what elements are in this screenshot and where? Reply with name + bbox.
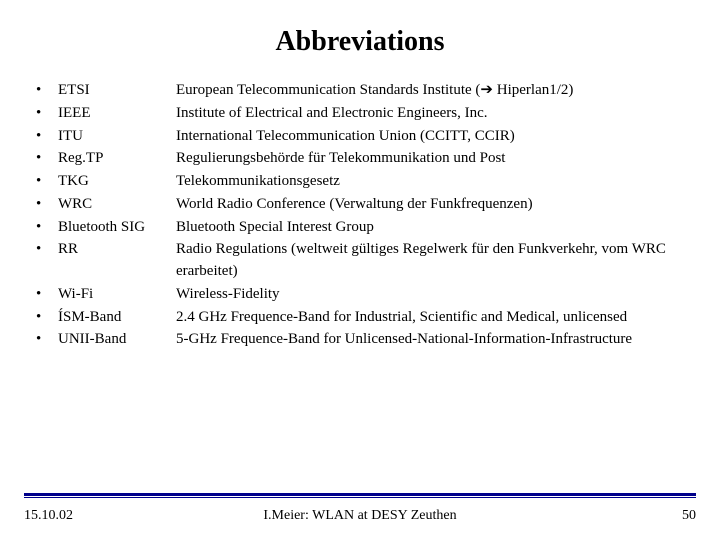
- slide: Abbreviations •ETSIEuropean Telecommunic…: [0, 0, 720, 540]
- list-item: •WRCWorld Radio Conference (Verwaltung d…: [36, 194, 696, 216]
- abbrev-term: Reg.TP: [58, 148, 176, 170]
- abbrev-definition: European Telecommunication Standards Ins…: [176, 80, 696, 102]
- abbrev-definition: International Telecommunication Union (C…: [176, 126, 696, 148]
- footer: 15.10.02 I.Meier: WLAN at DESY Zeuthen 5…: [24, 508, 696, 524]
- abbrev-definition: Institute of Electrical and Electronic E…: [176, 103, 696, 125]
- abbrev-term: UNII-Band: [58, 329, 176, 351]
- abbrev-term: Bluetooth SIG: [58, 217, 176, 239]
- footer-author: I.Meier: WLAN at DESY Zeuthen: [24, 508, 696, 524]
- bullet-icon: •: [36, 126, 58, 148]
- abbrev-term: IEEE: [58, 103, 176, 125]
- list-item: •TKGTelekommunikationsgesetz: [36, 171, 696, 193]
- list-item: •UNII-Band5-GHz Frequence-Band for Unlic…: [36, 329, 696, 351]
- footer-rule: [24, 493, 696, 496]
- abbrev-term: ITU: [58, 126, 176, 148]
- list-item: •ÍSM-Band2.4 GHz Frequence-Band for Indu…: [36, 307, 696, 329]
- bullet-icon: •: [36, 148, 58, 170]
- abbrev-definition: 5-GHz Frequence-Band for Unlicensed-Nati…: [176, 329, 696, 351]
- bullet-icon: •: [36, 103, 58, 125]
- abbrev-definition: Wireless-Fidelity: [176, 284, 696, 306]
- bullet-icon: •: [36, 307, 58, 329]
- bullet-icon: •: [36, 171, 58, 193]
- page-title: Abbreviations: [24, 26, 696, 58]
- list-item: •IEEEInstitute of Electrical and Electro…: [36, 103, 696, 125]
- abbrev-definition: 2.4 GHz Frequence-Band for Industrial, S…: [176, 307, 696, 329]
- list-item: •ETSIEuropean Telecommunication Standard…: [36, 80, 696, 102]
- bullet-icon: •: [36, 80, 58, 102]
- bullet-icon: •: [36, 329, 58, 351]
- list-item: •Reg.TPRegulierungsbehörde für Telekommu…: [36, 148, 696, 170]
- abbrev-term: Wi-Fi: [58, 284, 176, 306]
- abbrev-term: RR: [58, 239, 176, 261]
- list-item: •ITUInternational Telecommunication Unio…: [36, 126, 696, 148]
- bullet-icon: •: [36, 284, 58, 306]
- bullet-icon: •: [36, 194, 58, 216]
- abbrev-term: WRC: [58, 194, 176, 216]
- abbrev-term: TKG: [58, 171, 176, 193]
- abbrev-definition: World Radio Conference (Verwaltung der F…: [176, 194, 696, 216]
- bullet-icon: •: [36, 217, 58, 239]
- abbrev-definition: Regulierungsbehörde für Telekommunikatio…: [176, 148, 696, 170]
- list-item: •Wi-FiWireless-Fidelity: [36, 284, 696, 306]
- abbrev-definition: Radio Regulations (weltweit gültiges Reg…: [176, 239, 696, 283]
- bullet-icon: •: [36, 239, 58, 261]
- abbrev-term: ETSI: [58, 80, 176, 102]
- abbrev-definition: Telekommunikationsgesetz: [176, 171, 696, 193]
- abbrev-term: ÍSM-Band: [58, 307, 176, 329]
- list-item: •RRRadio Regulations (weltweit gültiges …: [36, 239, 696, 283]
- list-item: •Bluetooth SIGBluetooth Special Interest…: [36, 217, 696, 239]
- abbrev-definition: Bluetooth Special Interest Group: [176, 217, 696, 239]
- abbreviation-list: •ETSIEuropean Telecommunication Standard…: [24, 80, 696, 351]
